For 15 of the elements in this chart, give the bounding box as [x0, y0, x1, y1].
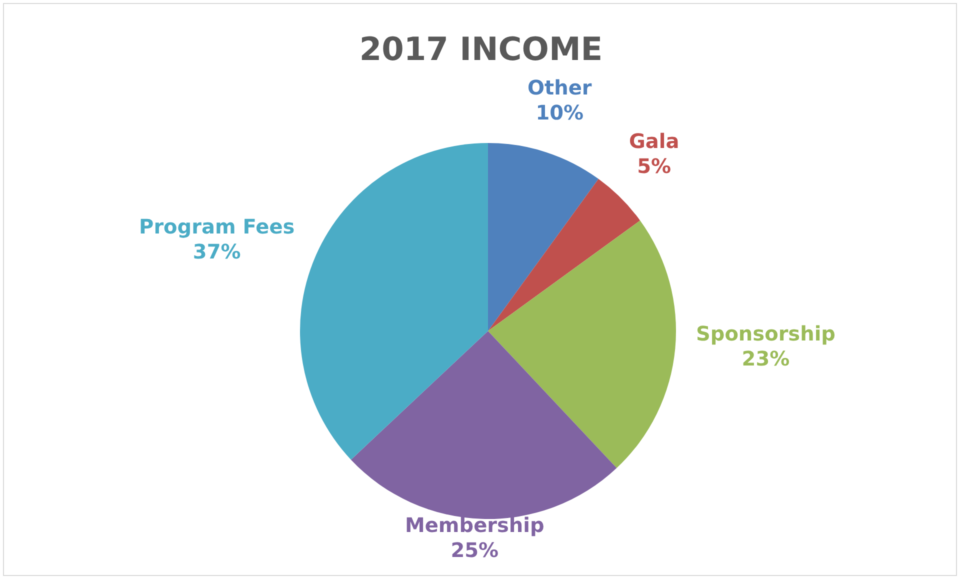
- pie-slice: [300, 143, 488, 460]
- data-label: 10%: [536, 100, 584, 125]
- slice-label: Sponsorship: [696, 322, 836, 346]
- pie-slice: [488, 178, 640, 331]
- slice-label: Program Fees: [139, 214, 295, 238]
- slice-label: Gala: [628, 128, 680, 153]
- slice-label: Other: [528, 76, 592, 100]
- data-label: 23%: [742, 346, 790, 371]
- pie-slice: [488, 220, 676, 468]
- data-label: 37%: [192, 239, 241, 264]
- pie-slice: [488, 143, 599, 331]
- data-label: 5%: [637, 154, 672, 178]
- slice-label: Membership: [404, 512, 544, 537]
- chart-title: 2017 INCOME: [359, 30, 603, 68]
- data-label: 25%: [450, 538, 499, 562]
